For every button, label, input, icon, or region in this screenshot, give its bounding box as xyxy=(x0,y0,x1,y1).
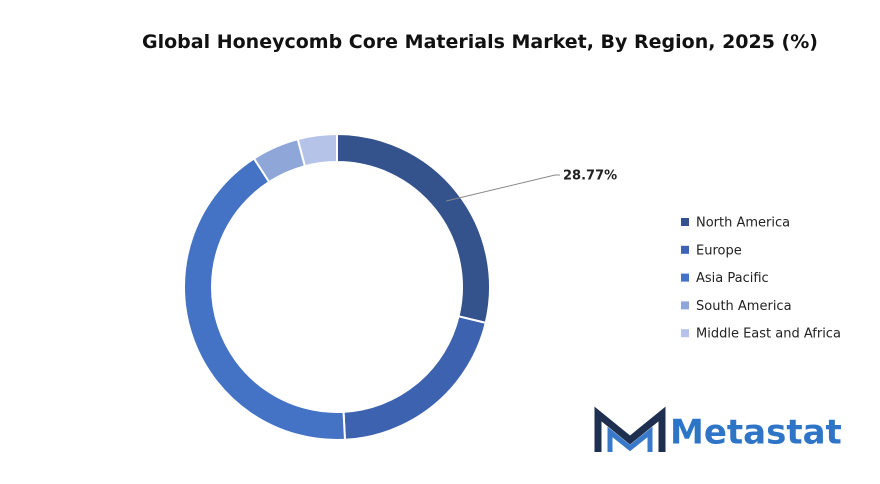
legend-label: Asia Pacific xyxy=(696,271,769,286)
chart-title: Global Honeycomb Core Materials Market, … xyxy=(142,31,818,53)
donut-slice xyxy=(342,315,487,441)
logo-icon xyxy=(594,406,666,452)
legend-swatch xyxy=(681,273,689,282)
legend-label: South America xyxy=(696,299,792,314)
legend-swatch xyxy=(681,218,689,226)
data-label: 28.77% xyxy=(563,169,617,184)
legend-label: Middle East and Africa xyxy=(696,327,841,342)
legend-label: North America xyxy=(696,216,790,231)
legend-swatch xyxy=(681,329,689,338)
legend-swatch xyxy=(681,245,689,254)
logo-text: Metastat xyxy=(670,413,842,453)
leader-line xyxy=(446,174,560,202)
donut-slice xyxy=(336,132,491,325)
legend-swatch xyxy=(681,301,689,310)
donut-slice xyxy=(296,132,338,168)
donut-slice xyxy=(183,157,347,441)
legend-label: Europe xyxy=(696,243,742,258)
